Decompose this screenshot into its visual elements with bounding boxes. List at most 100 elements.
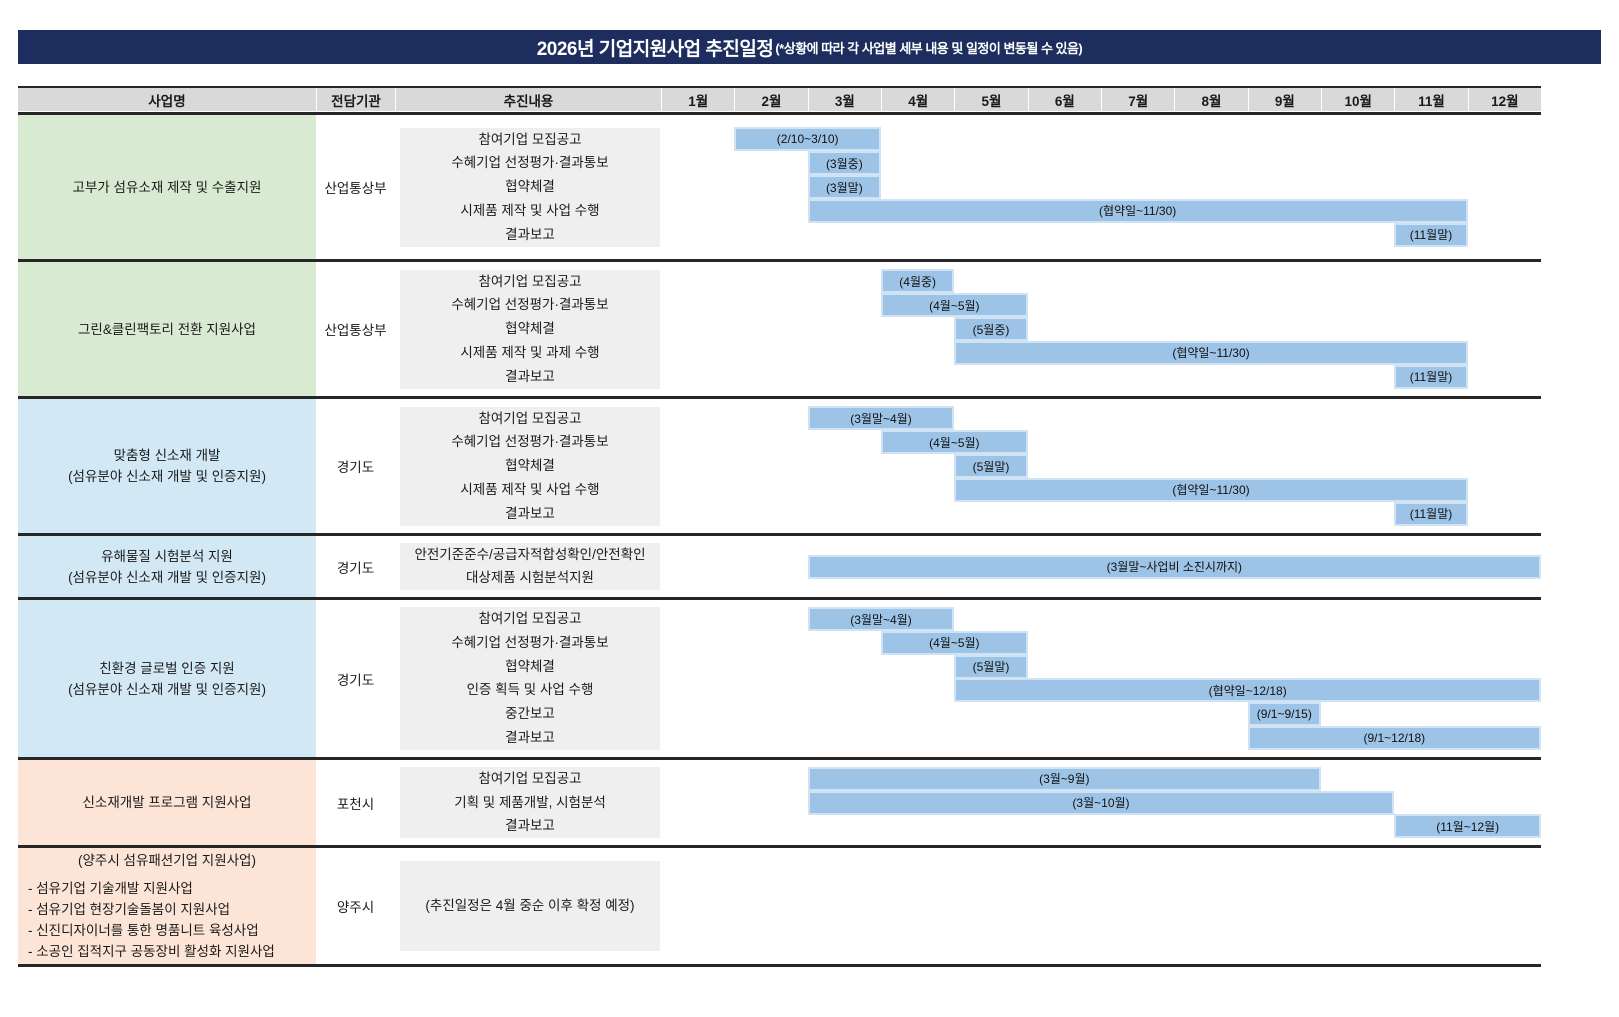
task-label: 수혜기업 선정평가·결과통보: [451, 297, 609, 313]
gantt-bar: (3월말~4월): [807, 406, 955, 431]
gantt-bar: (협약일~11/30): [954, 477, 1468, 502]
project-name-cell: 그린&클린팩토리 전환 지원사업: [18, 262, 316, 396]
gantt-bar-label: (9/1~12/18): [1363, 731, 1426, 745]
month-header-cell: 9월: [1247, 88, 1321, 111]
agency-cell: 산업통상부: [324, 323, 387, 338]
project-row: 고부가 섬유소재 제작 및 수출지원 산업통상부 참여기업 모집공고 수혜기업 선정평…: [18, 115, 1541, 259]
month-header-cell: 11월: [1394, 88, 1467, 111]
task-label: 결과보고: [505, 368, 555, 384]
gantt-bar-label: (4월~5월): [929, 636, 980, 651]
project-row: 신소재개발 프로그램 지원사업 포천시 참여기업 모집공고 기획 및 제품개발, 시험…: [18, 760, 1541, 845]
month-header-cell: 8월: [1174, 88, 1247, 111]
project-name-text: (섬유분야 신소재 개발 및 인증지원): [68, 469, 266, 484]
task-label: 기획 및 제품개발, 시험분석: [454, 794, 606, 810]
task-label: 수혜기업 선정평가·결과통보: [451, 155, 609, 171]
gantt-bar: (3월말~4월): [807, 607, 955, 631]
gantt-bar: (2/10~3/10): [734, 127, 881, 152]
project-name-cell: 친환경 글로벌 인증 지원 (섬유분야 신소재 개발 및 인증지원): [18, 600, 316, 757]
month-header-cell: 2월: [734, 88, 807, 111]
task-label: 인증 획득 및 사업 수행: [466, 682, 594, 698]
task-label: 시제품 제작 및 사업 수행: [460, 481, 600, 497]
row-separator: [18, 396, 1541, 399]
gantt-bar-label: (5월말): [972, 660, 1010, 675]
agency-cell: 경기도: [336, 560, 375, 576]
content-box: 참여기업 모집공고 수혜기업 선정평가·결과통보 협약체결 인증 획득 및 사업 수행…: [400, 607, 660, 750]
column-header-content: 추진내용: [395, 88, 661, 111]
gantt-bar-label: (3월~10월): [1072, 796, 1130, 810]
task-label: 협약체결: [505, 658, 555, 674]
gantt-bar-label: (협약일~11/30): [1099, 204, 1177, 219]
project-name-list-item: - 섬유기업 기술개발 지원사업: [28, 881, 193, 896]
gantt-bar-label: (11월~12월): [1436, 819, 1500, 834]
gantt-bar: (3월말~사업비 소진시까지): [807, 554, 1541, 579]
gantt-bar: (5월중): [954, 317, 1028, 341]
gantt-bar-label: (4월중): [899, 274, 937, 289]
row-separator: [18, 757, 1541, 760]
gantt-bar: (4월~5월): [881, 430, 1028, 455]
row-separator: [18, 259, 1541, 262]
project-name-text: 친환경 글로벌 인증 지원: [99, 660, 235, 676]
gantt-bar: (4월중): [881, 269, 955, 294]
task-label: 수혜기업 선정평가·결과통보: [451, 634, 609, 650]
project-row: (양주시 섬유패션기업 지원사업) - 섬유기업 기술개발 지원사업 - 섬유기업 …: [18, 848, 1541, 964]
project-row: 유해물질 시험분석 지원 (섬유분야 신소재 개발 및 인증지원) 경기도 안전기준준…: [18, 536, 1541, 597]
task-label: 참여기업 모집공고: [478, 273, 582, 289]
content-box: 참여기업 모집공고 기획 및 제품개발, 시험분석 결과보고: [400, 766, 660, 839]
project-name-text: (양주시 섬유패션기업 지원사업): [78, 853, 256, 868]
month-header-cell: 4월: [881, 88, 954, 111]
project-name-text: 그린&클린팩토리 전환 지원사업: [78, 321, 256, 337]
month-header-cell: 5월: [954, 88, 1027, 111]
project-name-cell: 신소재개발 프로그램 지원사업: [18, 760, 316, 845]
project-row: 친환경 글로벌 인증 지원 (섬유분야 신소재 개발 및 인증지원) 경기도 참여기업…: [18, 600, 1541, 757]
gantt-bar-label: (협약일~11/30): [1172, 483, 1250, 498]
task-label: 중간보고: [505, 706, 555, 722]
project-name-text: 신소재개발 프로그램 지원사업: [82, 795, 252, 810]
column-header-agency: 전담기관: [316, 88, 395, 111]
gantt-bar: (11월~12월): [1394, 814, 1541, 839]
gantt-bar-label: (11월말): [1409, 228, 1453, 243]
gantt-bar-label: (3월중): [825, 156, 863, 171]
task-label: 협약체결: [505, 458, 555, 474]
gantt-bar: (9/1~12/18): [1247, 726, 1541, 750]
row-separator: [18, 112, 1541, 115]
month-header-cell: 6월: [1027, 88, 1101, 111]
title-bar: 2026년 기업지원사업 추진일정 (*상황에 따라 각 사업별 세부 내용 및…: [18, 30, 1601, 64]
project-name-cell: 고부가 섬유소재 제작 및 수출지원: [18, 115, 316, 259]
gantt-bar: (11월말): [1394, 364, 1468, 389]
month-header-cell: 12월: [1467, 88, 1541, 111]
project-name-cell: 유해물질 시험분석 지원 (섬유분야 신소재 개발 및 인증지원): [18, 536, 316, 597]
page-title-note: (*상황에 따라 각 사업별 세부 내용 및 일정이 변동될 수 있음): [775, 40, 1083, 56]
gantt-bar-label: (3월말~사업비 소진시까지): [1106, 560, 1243, 574]
gantt-bar-label: (9/1~9/15): [1256, 707, 1312, 722]
task-label: 시제품 제작 및 사업 수행: [460, 202, 600, 218]
gantt-bar: (3월~9월): [807, 766, 1321, 791]
gantt-bar: (4월~5월): [881, 293, 1028, 318]
project-name-list-item: - 섬유기업 현장기술돌봄이 지원사업: [28, 902, 231, 917]
task-label: 참여기업 모집공고: [478, 410, 582, 426]
task-label: 결과보고: [505, 505, 555, 521]
task-label: 참여기업 모집공고: [478, 131, 582, 147]
agency-cell: 경기도: [336, 460, 375, 475]
gantt-bar: (협약일~12/18): [954, 678, 1541, 703]
month-header-cell: 1월: [661, 88, 734, 111]
gantt-bar-label: (11월말): [1409, 507, 1453, 522]
content-box: 안전기준준수/공급자적합성확인/안전확인 대상제품 시험분석지원: [400, 542, 660, 591]
agency-cell: 포천시: [336, 796, 375, 812]
gantt-bar-label: (3월~9월): [1039, 772, 1090, 787]
gantt-bar: (9/1~9/15): [1247, 702, 1321, 727]
content-box: 참여기업 모집공고 수혜기업 선정평가·결과통보 협약체결 시제품 제작 및 사업 수…: [400, 406, 660, 526]
project-name-text: (섬유분야 신소재 개발 및 인증지원): [68, 569, 266, 585]
gantt-bar-label: (11월말): [1409, 370, 1453, 385]
task-label: 시제품 제작 및 과제 수행: [460, 344, 600, 360]
gantt-bar-label: (4월~5월): [929, 435, 980, 450]
project-row: 맞춤형 신소재 개발 (섬유분야 신소재 개발 및 인증지원) 경기도 참여기업 모집…: [18, 399, 1541, 533]
gantt-bar-label: (4월~5월): [929, 298, 980, 313]
month-header-cell: 3월: [807, 88, 881, 111]
gantt-bar-label: (5월중): [972, 322, 1010, 337]
gantt-bar: (협약일~11/30): [807, 198, 1468, 223]
month-header-cell: 7월: [1101, 88, 1174, 111]
project-name-text: (섬유분야 신소재 개발 및 인증지원): [68, 681, 266, 697]
gantt-bar: (11월말): [1394, 501, 1468, 526]
task-label: 결과보고: [505, 730, 555, 746]
